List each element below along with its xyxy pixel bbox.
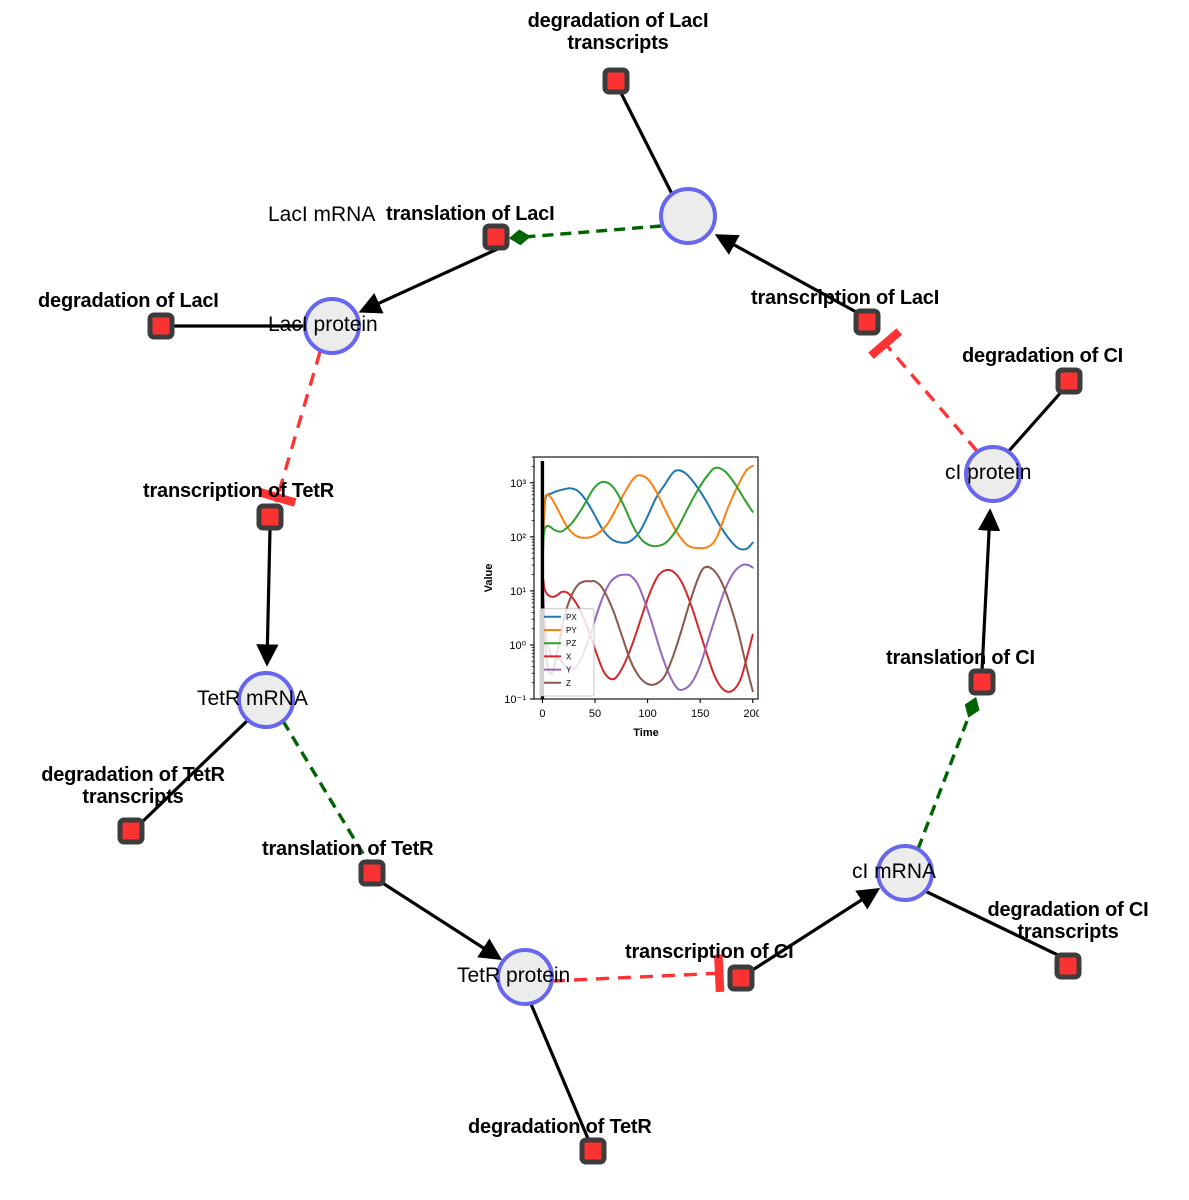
- species-label-tetr-mrna: TetR mRNA: [197, 687, 308, 710]
- reaction-label-degradation-of-laci: degradation of LacI: [38, 290, 219, 312]
- plot-series-py: [541, 464, 754, 574]
- edge-tetr-protein-inhibits-transcription-of-ci: [551, 954, 725, 993]
- plot-ytick-label: 10¹: [510, 586, 526, 598]
- edge-group-inhibition: [258, 328, 979, 993]
- species-node-laci-mrna[interactable]: [659, 187, 717, 245]
- plot-legend-label: X: [566, 652, 572, 661]
- edge-laci-mrna-to-translation-of-laci: [508, 224, 662, 246]
- species-node-group[interactable]: [237, 187, 1022, 1006]
- reaction-node-transcription-of-ci[interactable]: [727, 964, 755, 992]
- plot-legend-label: Z: [566, 679, 571, 688]
- reaction-node-group[interactable]: [117, 67, 1083, 1165]
- plot-ytick-label: 10³: [510, 478, 526, 490]
- reaction-node-degradation-of-tetr-transcripts[interactable]: [117, 817, 145, 845]
- edge-laci-mrna-to-deg-laci-transcripts: [619, 92, 674, 195]
- reaction-label-degradation-of-laci-transcripts: degradation of LacI transcripts: [527, 10, 709, 55]
- reaction-label-degradation-of-ci-transcripts: degradation of CI transcripts: [987, 899, 1149, 944]
- species-node-ci-mrna[interactable]: [876, 844, 934, 902]
- edge-transcription-of-laci-to-laci-mrna: [714, 234, 859, 315]
- reaction-node-degradation-of-tetr[interactable]: [579, 1137, 607, 1165]
- timecourse-inset-plot: 0 50 100 150 200 10⁻¹ 10⁰ 10¹ 10² 10³ PX PY PZ X Y Z T…: [475, 437, 759, 740]
- species-label-tetr-protein: TetR protein: [457, 964, 571, 987]
- plot-ytick-label: 10⁰: [509, 640, 526, 652]
- plot-legend-label: PX: [566, 613, 577, 622]
- edge-tetr-protein-to-deg-tetr: [529, 1003, 591, 1142]
- species-node-ci-protein[interactable]: [964, 445, 1022, 503]
- reaction-label-translation-of-laci: translation of LacI: [386, 203, 555, 225]
- plot-legend-label: PZ: [566, 639, 576, 648]
- reaction-node-translation-of-tetr[interactable]: [358, 859, 386, 887]
- plot-xaxis-title: Time: [633, 727, 658, 739]
- reaction-label-translation-of-tetr: translation of TetR: [262, 838, 434, 860]
- edge-tetr-mrna-to-deg-tetr-transcripts: [138, 718, 250, 826]
- reaction-label-degradation-of-ci: degradation of CI: [962, 345, 1124, 367]
- plot-ytick-label: 10⁻¹: [504, 694, 526, 706]
- plot-xtick-label: 150: [691, 708, 709, 720]
- edge-translation-of-tetr-to-tetr-protein: [380, 880, 503, 961]
- reaction-node-degradation-of-laci-transcripts[interactable]: [602, 67, 630, 95]
- reaction-node-transcription-of-tetr[interactable]: [256, 503, 284, 531]
- plot-xtick-label: 200: [744, 708, 759, 720]
- plot-ytick-label: 10²: [510, 532, 526, 544]
- edge-tetr-mrna-to-translation-of-tetr: [281, 720, 370, 863]
- plot-yaxis-title: Value: [483, 564, 495, 593]
- plot-xtick-label: 0: [539, 708, 545, 720]
- edge-group-catalysis: [281, 224, 980, 863]
- edge-ci-mrna-to-translation-of-ci: [916, 697, 980, 850]
- reaction-label-transcription-of-laci: transcription of LacI: [751, 287, 940, 309]
- reaction-node-degradation-of-laci[interactable]: [147, 312, 175, 340]
- edge-translation-of-ci-to-ci-protein: [977, 508, 1001, 672]
- species-node-laci-protein[interactable]: [303, 297, 361, 355]
- species-label-ci-mrna: cI mRNA: [852, 860, 936, 883]
- species-label-ci-protein: cI protein: [945, 461, 1032, 484]
- plot-xtick-label: 50: [589, 708, 601, 720]
- reaction-label-transcription-of-ci: transcription of CI: [625, 941, 794, 963]
- edge-transcription-of-ci-to-ci-mrna: [750, 887, 881, 973]
- plot-series-pz: [541, 466, 754, 574]
- edge-ci-protein-inhibits-transcription-of-laci: [868, 328, 979, 453]
- reaction-label-transcription-of-tetr: transcription of TetR: [143, 480, 334, 502]
- edge-translation-of-laci-to-laci-protein: [358, 244, 505, 314]
- reaction-node-translation-of-ci[interactable]: [968, 668, 996, 696]
- plot-legend-label: PY: [566, 626, 577, 635]
- plot-tick-marks: [530, 456, 754, 703]
- species-node-tetr-protein[interactable]: [496, 948, 554, 1006]
- reaction-label-degradation-of-tetr: degradation of TetR: [468, 1116, 652, 1138]
- plot-xtick-label: 100: [638, 708, 656, 720]
- species-node-tetr-mrna[interactable]: [237, 671, 295, 729]
- species-label-laci-mrna: LacI mRNA: [268, 203, 376, 226]
- edge-laci-protein-inhibits-transcription-of-tetr: [258, 351, 322, 507]
- reaction-node-transcription-of-laci[interactable]: [853, 308, 881, 336]
- plot-series-x: [541, 568, 754, 693]
- reaction-node-degradation-of-ci-transcripts[interactable]: [1054, 952, 1082, 980]
- reaction-label-degradation-of-tetr-transcripts: degradation of TetR transcripts: [41, 764, 225, 809]
- reaction-node-degradation-of-ci[interactable]: [1055, 367, 1083, 395]
- edge-ci-mrna-to-deg-ci-transcripts: [924, 889, 1063, 959]
- edge-group-production: [138, 92, 1065, 1142]
- plot-series-px: [541, 469, 754, 574]
- species-label-laci-protein: LacI protein: [268, 313, 378, 336]
- reaction-node-translation-of-laci[interactable]: [482, 223, 510, 251]
- plot-legend-label: Y: [566, 666, 572, 675]
- edge-ci-protein-to-deg-ci: [1006, 388, 1065, 454]
- edge-transcription-of-tetr-to-tetr-mrna: [256, 528, 279, 667]
- plot-tick-labels: 0 50 100 150 200 10⁻¹ 10⁰ 10¹ 10² 10³: [504, 478, 759, 720]
- plot-legend: PX PY PZ XYZ: [539, 608, 595, 697]
- reaction-label-translation-of-ci: translation of CI: [886, 647, 1035, 669]
